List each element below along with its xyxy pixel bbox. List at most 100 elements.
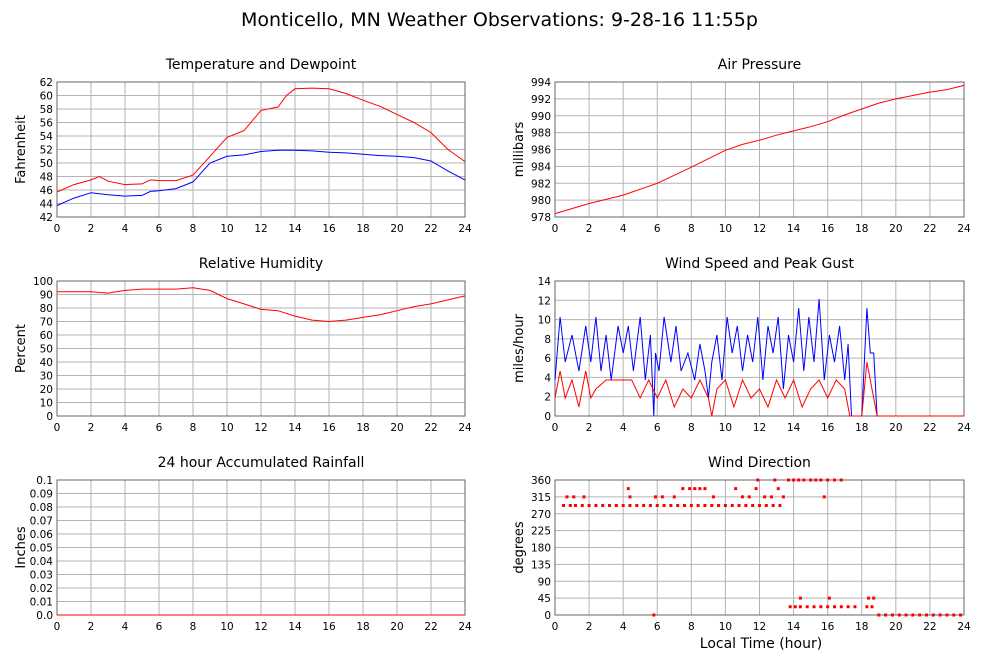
winddir-point: [688, 487, 692, 491]
pressure-series-line-0: [554, 84, 965, 215]
humidity-xtick-label: 8: [190, 422, 197, 434]
winddir-xtick-label: 6: [654, 621, 661, 633]
wind-xtick-label: 4: [620, 422, 627, 434]
winddir-point: [776, 487, 780, 491]
winddir-point: [911, 613, 915, 617]
winddir-point: [562, 504, 566, 507]
rain-xtick-label: 8: [190, 621, 197, 633]
wind-xtick-label: 10: [719, 422, 732, 434]
pressure-ytick-label: 988: [531, 128, 551, 140]
temp-ytick-label: 58: [40, 104, 53, 116]
humidity-xtick-label: 14: [288, 422, 302, 434]
rain-xtick-label: 22: [424, 621, 437, 633]
winddir-point: [747, 495, 751, 499]
winddir-point: [764, 504, 768, 507]
rain-ytick-label: 0.03: [30, 570, 53, 582]
temp-xtick-label: 6: [156, 223, 163, 235]
pressure-xtick-label: 24: [957, 223, 971, 235]
winddir-point: [628, 495, 632, 499]
winddir-point: [751, 504, 755, 507]
winddir-ytick-label: 225: [531, 526, 551, 538]
winddir-point: [822, 495, 826, 499]
winddir-point: [626, 487, 630, 491]
humidity-xtick-label: 16: [322, 422, 336, 434]
wind-series-line-0: [554, 298, 964, 417]
winddir-xtick-label: 22: [923, 621, 936, 633]
winddir-ytick-label: 180: [531, 543, 551, 555]
winddir-point: [884, 613, 888, 617]
humidity-ylabel: Percent: [14, 324, 29, 373]
winddir-point: [798, 596, 802, 600]
winddir-point: [846, 605, 850, 609]
winddir-xtick-label: 0: [552, 621, 559, 633]
winddir-xtick-label: 2: [586, 621, 593, 633]
wind-ytick-label: 10: [538, 315, 551, 327]
winddir-point: [754, 487, 758, 491]
wind-ylabel: miles/hour: [512, 313, 527, 382]
winddir-point: [672, 495, 676, 499]
wind-xtick-label: 16: [821, 422, 835, 434]
humidity-xtick-label: 4: [122, 422, 129, 434]
rain-xtick-label: 20: [390, 621, 403, 633]
winddir-ytick-label: 0: [544, 610, 551, 622]
page-title: Monticello, MN Weather Observations: 9-2…: [241, 9, 758, 31]
rain-xtick-label: 4: [122, 621, 129, 633]
humidity-xtick-label: 10: [220, 422, 233, 434]
winddir-point: [839, 478, 843, 482]
winddir-point: [793, 605, 797, 609]
winddir-point: [826, 605, 830, 609]
pressure-xtick-label: 18: [855, 223, 868, 235]
winddir-point: [703, 504, 707, 507]
rain-ytick-label: 0.0: [36, 610, 53, 622]
temp-xtick-label: 10: [220, 223, 233, 235]
winddir-point: [904, 613, 908, 617]
winddir-point: [614, 504, 618, 507]
winddir-point: [809, 478, 813, 482]
rain-xtick-label: 12: [254, 621, 267, 633]
wind-title: Wind Speed and Peak Gust: [665, 256, 854, 272]
winddir-point: [703, 487, 707, 491]
winddir-point: [655, 504, 659, 507]
pressure-ytick-label: 994: [531, 77, 551, 89]
humidity-ytick-label: 10: [40, 398, 53, 410]
winddir-xtick-label: 18: [855, 621, 868, 633]
humidity-xtick-label: 22: [424, 422, 437, 434]
winddir-point: [832, 605, 836, 609]
wind-ytick-label: 6: [544, 353, 551, 365]
humidity-ytick-label: 80: [40, 303, 53, 315]
winddir-point: [744, 504, 748, 507]
humidity-xtick-label: 2: [88, 422, 95, 434]
pressure-xtick-label: 10: [719, 223, 732, 235]
humidity-xtick-label: 24: [458, 422, 472, 434]
winddir-point: [890, 613, 894, 617]
winddir-point: [952, 613, 956, 617]
pressure-ytick-label: 980: [531, 195, 551, 207]
wind-xtick-label: 22: [923, 422, 936, 434]
winddir-point: [676, 504, 680, 507]
winddir-point: [693, 487, 697, 491]
pressure-xtick-label: 14: [787, 223, 801, 235]
winddir-point: [827, 596, 831, 600]
winddir-point: [730, 504, 734, 507]
winddir-point: [662, 504, 666, 507]
winddir-title: Wind Direction: [708, 455, 811, 471]
winddir-point: [723, 504, 727, 507]
winddir-point: [621, 504, 625, 507]
pressure-xtick-label: 8: [688, 223, 695, 235]
pressure-ytick-label: 984: [531, 161, 551, 173]
winddir-point: [798, 605, 802, 609]
winddir-point: [763, 495, 767, 499]
pressure-xtick-label: 6: [654, 223, 661, 235]
winddir-point: [696, 504, 700, 507]
winddir-ytick-label: 45: [538, 593, 551, 605]
pressure-xtick-label: 2: [586, 223, 593, 235]
winddir-point: [689, 504, 693, 507]
rain-xtick-label: 24: [458, 621, 472, 633]
winddir-ytick-label: 270: [531, 509, 551, 521]
wind-xtick-label: 6: [654, 422, 661, 434]
rain-xtick-label: 6: [156, 621, 163, 633]
